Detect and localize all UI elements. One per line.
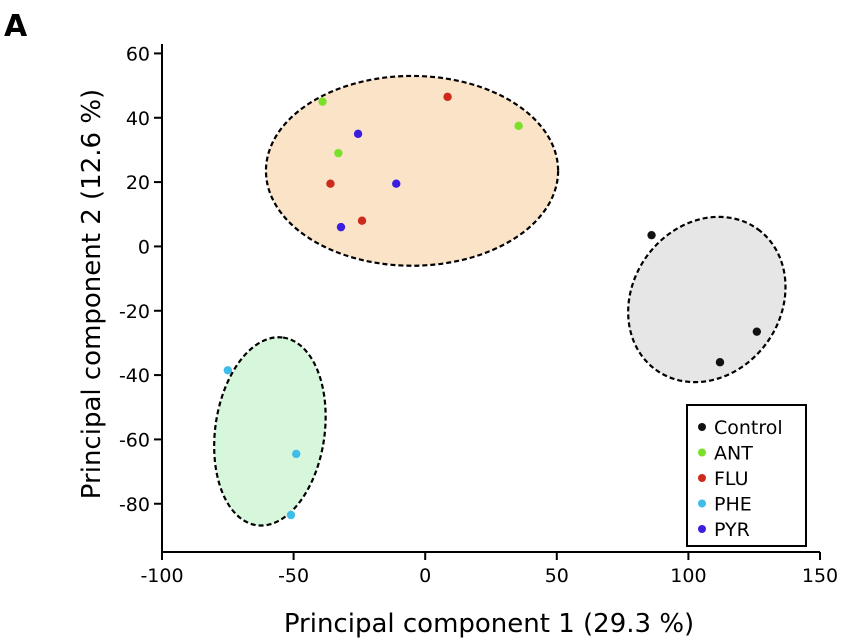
point-flu xyxy=(326,179,335,188)
y-tick-label: -40 xyxy=(119,365,150,387)
panel-label: A xyxy=(4,9,28,44)
y-tick-label: -20 xyxy=(119,301,150,323)
x-tick-label: -100 xyxy=(140,565,183,587)
cluster-ellipse-ant-flu-pyr xyxy=(264,74,560,267)
legend-marker-flu xyxy=(698,474,706,482)
y-axis-title: Principal component 2 (12.6 %) xyxy=(77,89,107,499)
legend-label-phe: PHE xyxy=(714,494,752,516)
cluster-ellipses xyxy=(213,74,787,527)
y-tick-label: -60 xyxy=(119,429,150,451)
x-tick-label: 100 xyxy=(670,565,706,587)
legend-label-control: Control xyxy=(714,417,783,439)
point-phe xyxy=(292,449,301,459)
legend-marker-control xyxy=(698,423,706,431)
y-tick-label: -80 xyxy=(119,494,150,516)
point-phe xyxy=(286,510,296,520)
point-ant xyxy=(514,121,523,131)
legend-marker-ant xyxy=(698,448,706,457)
legend-marker-pyr xyxy=(698,525,706,533)
x-axis-title: Principal component 1 (29.3 %) xyxy=(284,609,694,639)
legend-marker-phe xyxy=(698,499,706,508)
point-flu xyxy=(357,216,367,225)
legend-box xyxy=(686,404,807,547)
legend-label-pyr: PYR xyxy=(714,519,750,541)
axes: -100 -50 0 50 100 150 -80 -60 -40 -20 0 20 40 60 xyxy=(119,43,838,587)
point-pyr xyxy=(353,129,363,139)
x-tick-label: -50 xyxy=(278,565,309,587)
point-ant xyxy=(318,97,327,106)
point-flu xyxy=(443,92,452,102)
point-control xyxy=(647,230,656,240)
x-tick-label: 0 xyxy=(419,565,431,587)
legend: Control ANT FLU PHE PYR xyxy=(686,404,807,547)
cluster-ellipse-phe xyxy=(213,336,327,527)
legend-label-ant: ANT xyxy=(714,443,753,465)
x-tick-label: 150 xyxy=(802,565,838,587)
cluster-ellipse-control xyxy=(627,215,787,384)
point-phe xyxy=(223,366,232,375)
y-tick-label: 60 xyxy=(126,43,150,65)
data-points xyxy=(223,92,762,520)
point-pyr xyxy=(336,222,346,232)
x-tick-label: 50 xyxy=(545,565,569,587)
point-control xyxy=(752,327,762,336)
y-tick-label: 0 xyxy=(138,236,150,258)
point-pyr xyxy=(392,179,401,188)
legend-label-flu: FLU xyxy=(714,468,748,490)
y-tick-label: 20 xyxy=(126,172,150,194)
y-tick-label: 40 xyxy=(126,108,150,130)
point-ant xyxy=(334,148,343,158)
point-control xyxy=(715,358,725,367)
